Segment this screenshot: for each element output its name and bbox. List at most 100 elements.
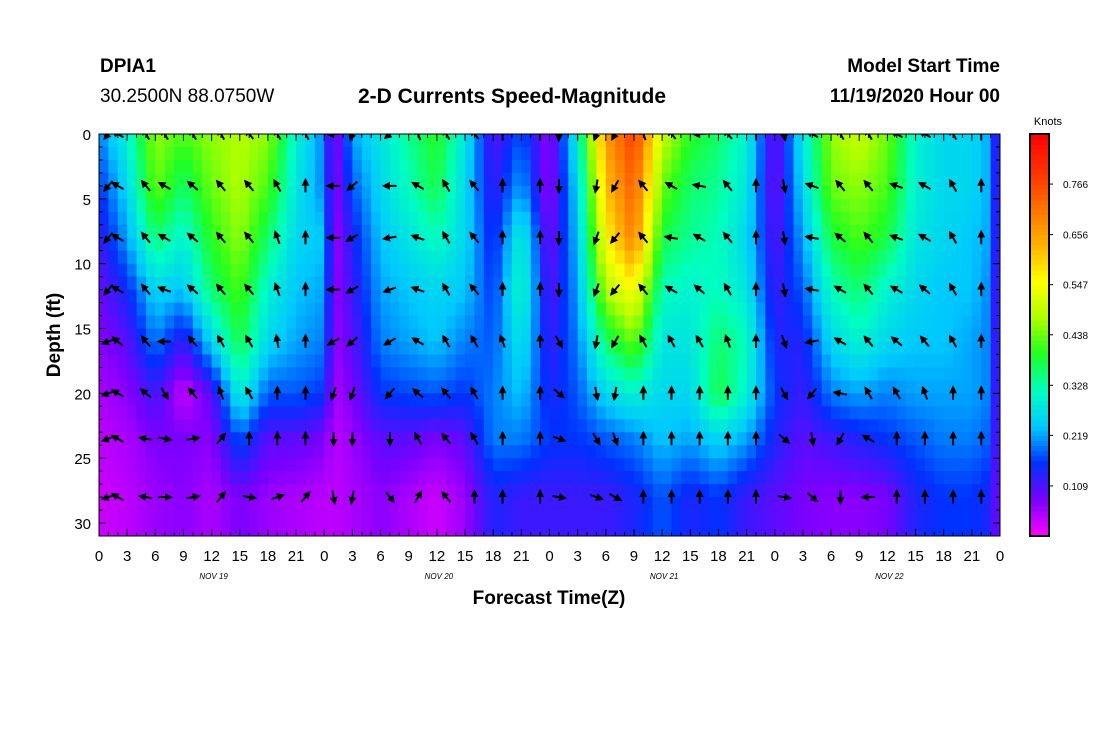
heatmap-cell [906, 185, 917, 200]
heatmap-cell [596, 484, 607, 498]
heatmap-cell [202, 198, 213, 213]
heatmap-cell [258, 185, 269, 200]
x-tick-label: 12 [879, 548, 896, 565]
heatmap-cell [906, 237, 917, 252]
heatmap-cell [577, 328, 588, 343]
heatmap-cell [868, 328, 879, 343]
heatmap-cell [821, 341, 832, 356]
heatmap-cell [981, 484, 992, 498]
heatmap-cell [174, 224, 185, 239]
heatmap-cell [155, 354, 166, 369]
heatmap-cell [802, 328, 813, 343]
heatmap-cell [530, 211, 541, 226]
heatmap-cell [286, 289, 297, 304]
heatmap-cell [371, 484, 382, 498]
heatmap-cell [333, 211, 344, 226]
heatmap-cell [652, 380, 663, 394]
heatmap-cell [427, 341, 438, 356]
heatmap-cell [192, 328, 203, 343]
heatmap-cell [540, 484, 551, 498]
heatmap-cell [99, 367, 109, 381]
heatmap-cell [793, 367, 804, 381]
heatmap-cell [718, 419, 729, 433]
heatmap-cell [774, 510, 785, 524]
heatmap-cell [389, 289, 400, 304]
heatmap-cell [296, 471, 307, 485]
heatmap-cell [230, 367, 241, 381]
heatmap-cell [812, 250, 823, 265]
colorbar-swatch [1030, 134, 1049, 140]
heatmap-cell [718, 159, 729, 174]
current-vector-arrow [806, 492, 819, 503]
heatmap-cell [286, 419, 297, 433]
heatmap-cell [436, 341, 447, 356]
heatmap-cell [915, 354, 926, 369]
heatmap-cell [183, 185, 194, 200]
current-vector-arrow [693, 284, 706, 295]
heatmap-cell [568, 341, 579, 356]
heatmap-cell [164, 185, 175, 200]
heatmap-cell [652, 276, 663, 291]
heatmap-cell [502, 211, 513, 226]
heatmap-cell [446, 471, 457, 485]
heatmap-cell [896, 134, 907, 148]
heatmap-cell [943, 185, 954, 200]
heatmap-cell [774, 185, 785, 200]
heatmap-cell [831, 185, 842, 200]
heatmap-cell [849, 185, 860, 200]
heatmap-cell [305, 445, 316, 459]
heatmap-cell [624, 341, 635, 356]
heatmap-cell [690, 237, 701, 252]
heatmap-cell [802, 224, 813, 239]
heatmap-cell [145, 224, 156, 239]
heatmap-cell [812, 497, 823, 511]
heatmap-cell [99, 172, 109, 187]
heatmap-cell [117, 185, 128, 200]
heatmap-cell [493, 224, 504, 239]
heatmap-cell [671, 497, 682, 511]
heatmap-cell [192, 341, 203, 356]
heatmap-cell [258, 367, 269, 381]
heatmap-cell [446, 419, 457, 433]
heatmap-cell [202, 250, 213, 265]
colorbar-swatch [1030, 149, 1049, 155]
heatmap-cell [155, 134, 166, 148]
heatmap-cell [840, 393, 851, 407]
heatmap-cell [455, 237, 466, 252]
current-vector-arrow [216, 334, 226, 348]
heatmap-cell [455, 458, 466, 472]
heatmap-cell [971, 315, 982, 330]
heatmap-cell [418, 185, 429, 200]
heatmap-cell [258, 471, 269, 485]
heatmap-cell [483, 354, 494, 369]
heatmap-cell [314, 393, 325, 407]
heatmap-cell [953, 237, 964, 252]
heatmap-cell [361, 328, 372, 343]
heatmap-cell [380, 523, 391, 536]
heatmap-cell [389, 185, 400, 200]
heatmap-cell [483, 484, 494, 498]
colorbar-swatch [1030, 360, 1049, 366]
heatmap-cell [446, 211, 457, 226]
heatmap-cell [521, 380, 532, 394]
heatmap-cell [877, 432, 888, 446]
heatmap-cell [596, 250, 607, 265]
heatmap-cell [887, 484, 898, 498]
heatmap-cell [540, 432, 551, 446]
heatmap-cell [145, 393, 156, 407]
heatmap-cell [540, 185, 551, 200]
heatmap-cell [587, 198, 598, 213]
heatmap-cell [699, 276, 710, 291]
heatmap-cell [915, 289, 926, 304]
heatmap-cell [540, 289, 551, 304]
current-vector-arrow [243, 283, 255, 296]
colorbar-swatch [1030, 510, 1049, 517]
heatmap-cell [680, 419, 691, 433]
heatmap-cell [99, 328, 109, 343]
station-coordinates: 30.2500N 88.0750W [100, 86, 275, 107]
heatmap-cell [455, 198, 466, 213]
heatmap-cell [164, 523, 175, 536]
colorbar-tick-label: 0.219 [1063, 431, 1088, 442]
heatmap-cell [971, 198, 982, 213]
heatmap-cell [389, 198, 400, 213]
